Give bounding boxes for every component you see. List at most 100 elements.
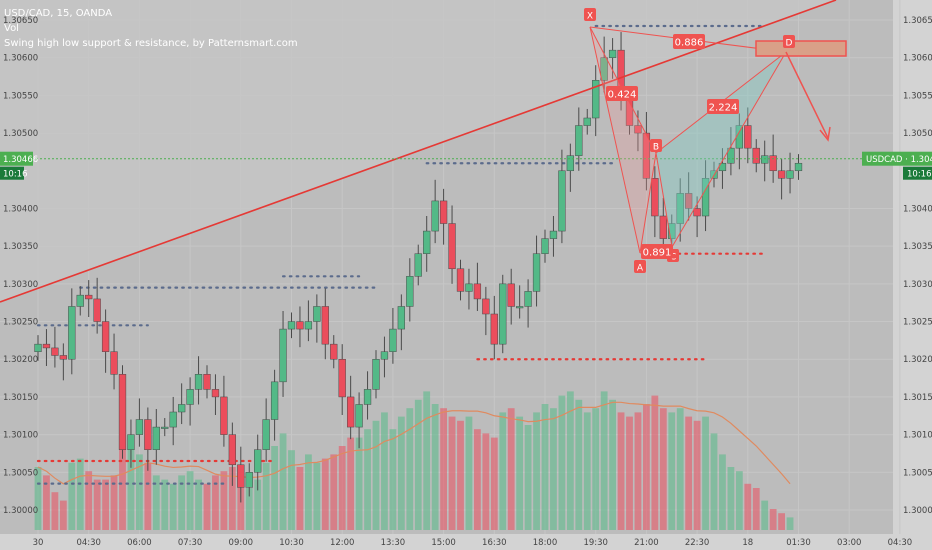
volume-bar [617, 412, 625, 530]
candle-body [642, 132, 651, 179]
candle-body [51, 347, 59, 356]
symbol-price-badge: USDCAD · 1.30466 [866, 155, 932, 165]
price-badge-left: 1.30466 [3, 155, 38, 165]
candle-body [279, 328, 287, 383]
candle-body [482, 298, 490, 315]
volume-bar [262, 462, 270, 530]
ratio-ac-label-bg [641, 244, 673, 259]
candle-body [85, 294, 93, 300]
candle-body [524, 291, 532, 307]
volume-bar [786, 517, 794, 530]
candle-body [169, 411, 177, 428]
x-tick-label: 22:30 [685, 538, 710, 548]
prz-box [755, 40, 847, 57]
candle-body [431, 200, 439, 232]
volume-bar [212, 475, 219, 530]
volume-bar [693, 420, 701, 530]
candle-body [456, 268, 465, 292]
y-tick-label: 1.30500 [903, 129, 932, 139]
candle-body [490, 313, 498, 345]
volume-bar [119, 446, 126, 530]
candle-body [634, 125, 642, 134]
volume-bar [423, 391, 431, 530]
candle-body [777, 170, 786, 179]
candle-body [414, 253, 422, 277]
candle-body [363, 389, 372, 405]
candle-body [68, 306, 76, 360]
volume-bar [228, 467, 236, 530]
x-tick-label: 18:00 [533, 538, 558, 548]
volume-average-line [37, 401, 791, 485]
x-tick-label: 21:00 [634, 538, 659, 548]
candle-body [769, 155, 777, 172]
y-tick-label-left: 1.30200 [3, 355, 38, 365]
candle-body [786, 170, 794, 179]
candle-body [727, 147, 735, 164]
volume-bar [203, 483, 211, 530]
candle-body [254, 449, 262, 473]
candle-body [583, 117, 591, 126]
volume-bar [457, 420, 464, 530]
volume-bar [254, 479, 262, 530]
y-tick-label-left: 1.30100 [3, 431, 38, 441]
ratio-xd-label: 0.886 [675, 38, 704, 49]
candle-body [194, 374, 203, 390]
volume-bar [752, 488, 760, 530]
symbol-price-badge-bg [862, 151, 932, 166]
volume-bar [651, 395, 659, 530]
volume-bar [609, 399, 616, 530]
volume-bar [237, 479, 245, 530]
volume-bar [152, 475, 160, 530]
y-tick-label-left: 1.30500 [3, 129, 38, 139]
y-tick-label: 1.30550 [903, 91, 932, 101]
candle-body [76, 294, 84, 307]
volume-bar [372, 420, 380, 530]
candle-body [794, 162, 803, 172]
volume-bar [136, 454, 143, 530]
volume-bar [338, 446, 346, 530]
volume-bar [330, 454, 338, 530]
candle-body [397, 306, 406, 330]
pattern-leg [639, 152, 657, 254]
pattern-point-x-bg [584, 8, 596, 21]
y-tick-label-left: 1.30550 [3, 91, 38, 101]
candle-body [118, 374, 127, 450]
volume-bar [127, 437, 135, 530]
pattern-leg [589, 26, 641, 254]
volume-bar [778, 513, 785, 530]
volume-bar [305, 454, 312, 530]
candle-body [439, 200, 448, 224]
pattern-point-x: X [587, 12, 593, 22]
candle-body [245, 472, 253, 488]
candle-body [287, 321, 296, 330]
volume-bar [448, 416, 456, 530]
volume-bar [550, 408, 557, 530]
y-tick-label: 1.30650 [903, 16, 932, 26]
candle-body [448, 223, 456, 270]
pattern-point-d: D [786, 39, 793, 49]
countdown-badge: 10:16 [3, 170, 28, 180]
x-tick-label: 15:00 [431, 538, 456, 548]
candle-body [549, 230, 558, 239]
volume-bar [389, 429, 397, 530]
candle-body [203, 374, 211, 390]
candle-body [237, 464, 245, 488]
pattern-point-a: A [637, 264, 644, 274]
volume-bar [533, 412, 540, 530]
volume-bar [178, 475, 186, 530]
x-tick-label: 01:30 [786, 538, 811, 548]
volume-bar [600, 391, 608, 530]
volume-bar [102, 479, 109, 530]
candle-body [313, 306, 321, 322]
volume-bar [575, 399, 583, 530]
candle-body [110, 351, 118, 375]
volume-bar [397, 416, 405, 530]
volume-bar [499, 412, 507, 530]
ratio-ab-label-bg [606, 86, 638, 101]
y-tick-label-left: 1.30000 [3, 506, 38, 516]
volume-bar [668, 412, 676, 530]
volume-bar [541, 404, 549, 530]
volume-bar [144, 462, 152, 530]
candle-body [423, 230, 431, 254]
